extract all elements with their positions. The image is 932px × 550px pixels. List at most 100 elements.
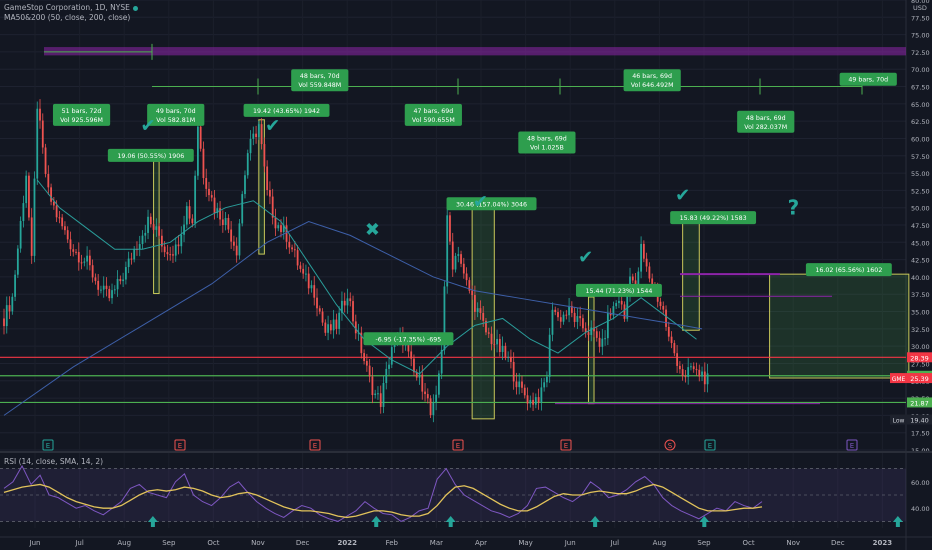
rsi-title: RSI (14, close, SMA, 14, 2): [4, 457, 104, 466]
low-tag: [890, 414, 907, 425]
candle-body: [210, 195, 213, 198]
candle-body: [16, 248, 19, 275]
x-tick-label: Jul: [610, 539, 620, 547]
candle-body: [233, 241, 235, 246]
measure-label: [623, 69, 681, 92]
range-box: [769, 273, 910, 379]
low-tag-label: Low: [893, 418, 905, 425]
candle-body: [183, 224, 185, 235]
candle-body: [568, 305, 570, 316]
candle-body: [648, 266, 651, 279]
range-box: [587, 296, 595, 405]
y-tick-label: 37.50: [911, 291, 930, 299]
x-tick-label: Nov: [786, 539, 800, 547]
candle-body: [241, 194, 244, 224]
candle-body: [681, 369, 684, 377]
candle-body: [595, 331, 598, 338]
candle-body: [188, 206, 191, 219]
candle-body: [160, 235, 163, 247]
candle-body: [257, 124, 260, 137]
candle-body: [105, 285, 108, 289]
candle-body: [299, 265, 302, 269]
candle-body: [86, 255, 88, 262]
candle-body: [11, 296, 14, 312]
candle-body: [557, 312, 559, 318]
candle-body: [407, 344, 410, 352]
rsi-buy-arrow-icon: [371, 516, 382, 527]
candle-body: [667, 326, 670, 337]
candle-body: [36, 108, 39, 179]
candle-body: [39, 108, 41, 121]
candle-body: [665, 309, 667, 327]
candle-body: [313, 285, 316, 298]
candle-body: [191, 218, 194, 224]
level-tag: [907, 397, 932, 408]
candle-body: [147, 216, 149, 233]
measure-label: [107, 148, 194, 162]
candle-body: [551, 309, 554, 335]
candle-body: [371, 376, 374, 396]
candle-body: [58, 217, 61, 219]
event-marker-label: E: [708, 442, 712, 450]
y-tick-label: 47.50: [911, 222, 930, 230]
candle-body: [684, 376, 687, 378]
candle-body: [462, 263, 465, 274]
candle-body: [235, 245, 238, 256]
measure-label-text: 49 bars, 70d: [848, 77, 888, 84]
measure-label-text: 30.46 (157.04%) 3046: [456, 201, 527, 208]
candle-body: [377, 393, 379, 395]
candle-body: [152, 224, 155, 230]
candle-body: [570, 305, 573, 313]
measure-label: [291, 69, 349, 92]
measure-label-text: 15.83 (49.22%) 1583: [680, 215, 747, 222]
measure-label-text: Vol 1.025B: [530, 145, 564, 152]
level-tag-label: 21.87: [910, 399, 929, 407]
candle-body: [582, 318, 584, 329]
candle-body: [543, 382, 546, 388]
candle-body: [698, 369, 701, 377]
candle-body: [52, 201, 55, 206]
candle-body: [590, 327, 593, 335]
measure-label: [363, 332, 454, 346]
event-marker-label: E: [313, 442, 317, 450]
candle-body: [642, 243, 645, 259]
candle-body: [341, 300, 343, 313]
candle-body: [3, 318, 5, 327]
candle-body: [579, 316, 582, 319]
x-tick-label: Dec: [296, 539, 310, 547]
candle-body: [612, 306, 615, 316]
x-tick-label: Sep: [697, 539, 711, 547]
candle-body: [288, 241, 291, 248]
x-tick-label: Aug: [653, 539, 667, 547]
candle-body: [623, 304, 626, 319]
candle-body: [526, 395, 529, 404]
candle-body: [454, 255, 457, 270]
check-icon: ✔: [140, 116, 155, 137]
candle-body: [349, 298, 352, 302]
candle-body: [305, 273, 307, 275]
currency-label: USD: [913, 4, 927, 12]
candle-body: [507, 356, 510, 358]
candle-body: [144, 232, 147, 236]
candle-body: [540, 387, 543, 403]
rsi-buy-arrow-icon: [445, 516, 456, 527]
candle-body: [282, 225, 285, 233]
measure-label: [404, 103, 462, 126]
event-marker-label: S: [668, 442, 673, 450]
check-icon: ✔: [675, 185, 690, 206]
candle-body: [559, 317, 562, 322]
candle-body: [158, 226, 161, 236]
candle-body: [271, 196, 274, 218]
candle-body: [216, 208, 219, 213]
x-tick-label: Jun: [29, 539, 41, 547]
candle-body: [529, 399, 532, 404]
candle-body: [310, 285, 313, 289]
rsi-y-tick: 40.00: [911, 505, 930, 513]
candle-body: [5, 305, 8, 327]
candle-body: [687, 367, 690, 378]
candle-body: [440, 349, 443, 374]
measure-label-text: Vol 282.037M: [744, 124, 787, 131]
measure-label-text: Vol 582.81M: [156, 117, 195, 124]
candle-body: [102, 285, 105, 290]
